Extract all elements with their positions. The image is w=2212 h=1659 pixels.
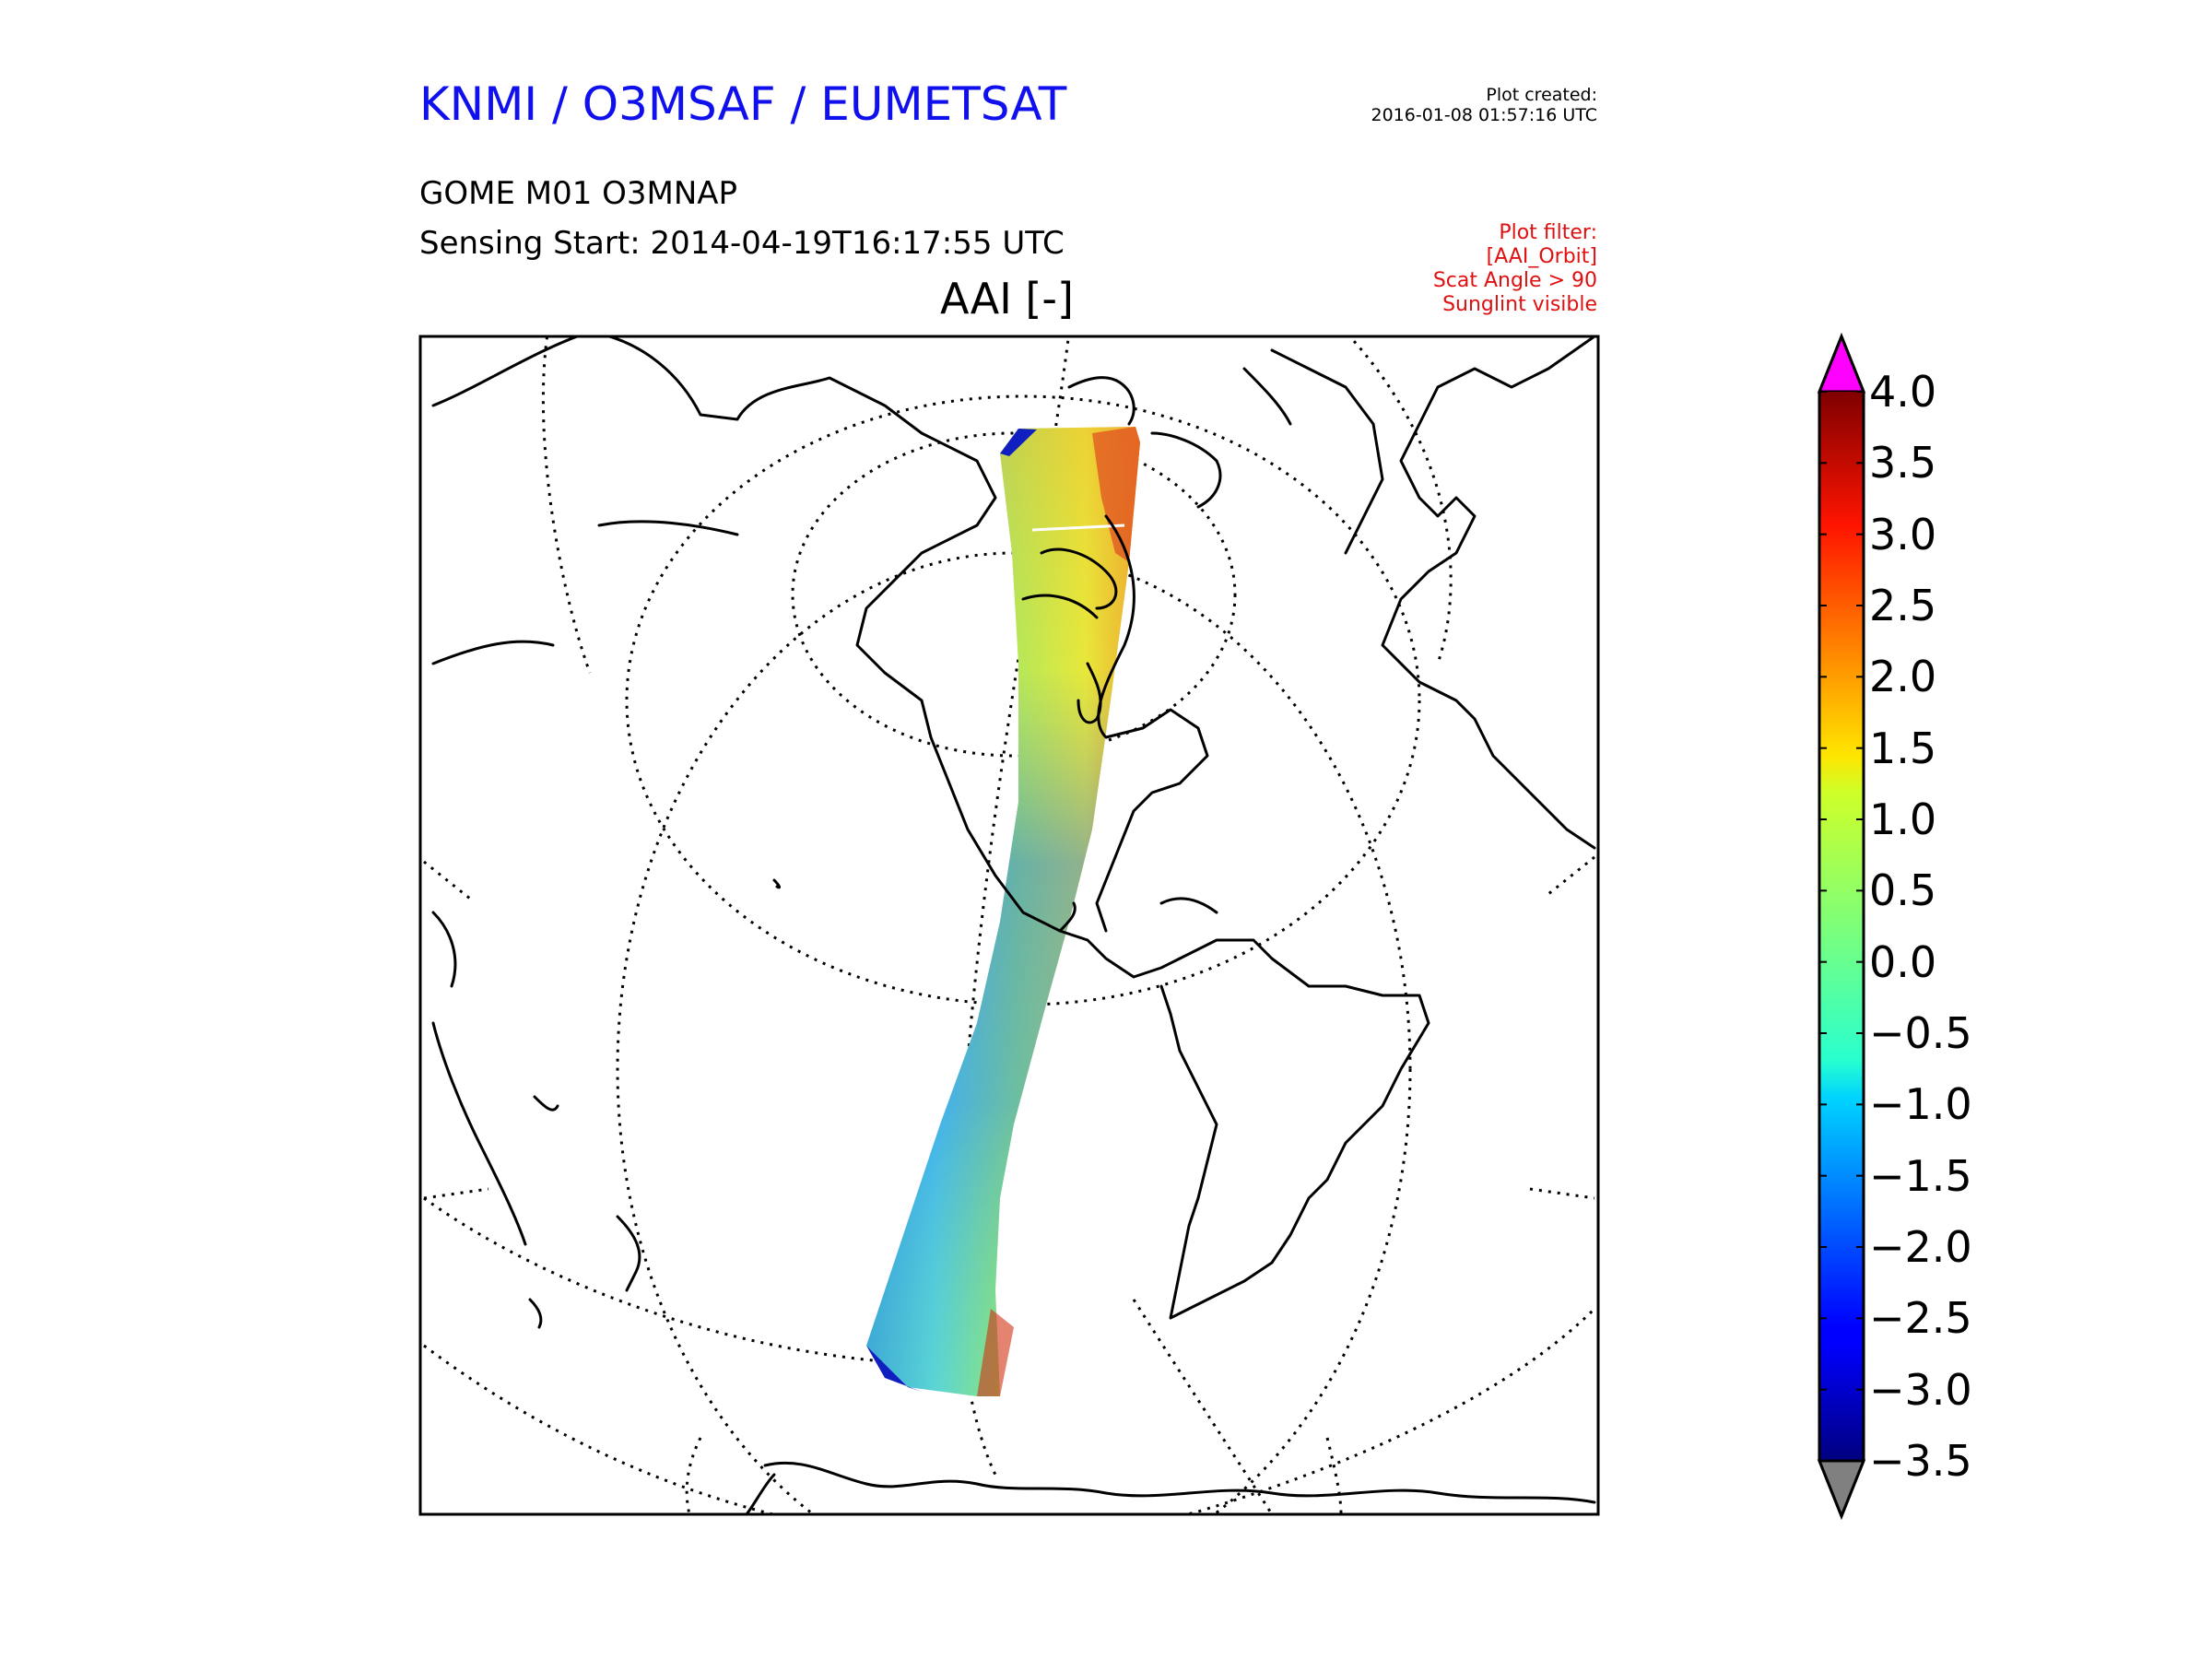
sensing-start: Sensing Start: 2014-04-19T16:17:55 UTC [419, 225, 1065, 262]
colorbar-over-extension [1817, 332, 1866, 394]
colorbar-tick-label: 2.0 [1869, 652, 1937, 702]
colorbar-ticks [1819, 391, 1864, 1462]
plot-filter-item: [AAI_Orbit] [1486, 245, 1597, 268]
colorbar-tick-label: −1.5 [1869, 1150, 1972, 1201]
colorbar-tick-label: −0.5 [1869, 1008, 1972, 1058]
map-frame [418, 335, 1600, 1516]
product-name: GOME M01 O3MNAP [419, 175, 738, 212]
colorbar-tick-label: 2.5 [1869, 581, 1937, 630]
colorbar-gradient [1819, 392, 1864, 1461]
colorbar-tick-label: 0.5 [1869, 865, 1937, 916]
colorbar-tick-label: 3.5 [1869, 438, 1937, 488]
colorbar-tick-label: 4.0 [1869, 367, 1937, 417]
colorbar-tick-label: −2.5 [1869, 1293, 1972, 1344]
colorbar-tick-label: −1.0 [1869, 1079, 1972, 1130]
colorbar-tick-label: −3.0 [1869, 1364, 1972, 1415]
plot-created-time: 2016-01-08 01:57:16 UTC [1371, 105, 1598, 125]
colorbar-tick-label: −2.0 [1869, 1222, 1972, 1272]
colorbar-tick-label: −3.5 [1869, 1436, 1972, 1486]
plot-filter-item: Sunglint visible [1442, 293, 1597, 316]
colorbar-tick-label: 3.0 [1869, 509, 1937, 559]
plot-filter-heading: Plot filter: [1499, 221, 1597, 244]
organization-title: KNMI / O3MSAF / EUMETSAT [419, 77, 1067, 131]
colorbar [1817, 332, 1866, 1521]
plot-created-label: Plot created: [1486, 85, 1597, 105]
coastlines [431, 336, 1596, 1514]
map-area [423, 336, 1596, 1514]
plot-filter-box: Plot filter: [AAI_Orbit] Scat Angle > 90… [1433, 221, 1597, 317]
colorbar-tick-label: 0.0 [1869, 936, 1937, 987]
parameter-title: AAI [-] [940, 274, 1074, 324]
colorbar-under-extension [1817, 1459, 1866, 1521]
plot-filter-item: Scat Angle > 90 [1432, 269, 1597, 292]
colorbar-tick-label: 1.0 [1869, 794, 1937, 844]
colorbar-tick-label: 1.5 [1869, 723, 1937, 773]
aai-swath [866, 427, 1140, 1396]
